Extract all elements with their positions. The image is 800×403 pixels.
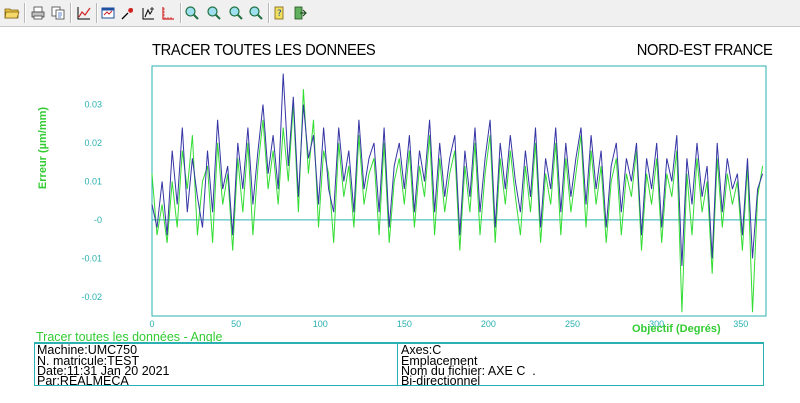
- serial-field: N. matricule:TEST: [37, 354, 140, 368]
- toolbar: ?: [0, 0, 800, 27]
- info-table: Machine:UMC750 N. matricule:TEST Date:11…: [34, 342, 764, 388]
- x-tick-label: 200: [481, 319, 496, 329]
- y-axis-label: Erreur (µm/mm): [37, 107, 49, 189]
- series-line-1: [151, 73, 764, 267]
- open-folder-icon[interactable]: [2, 3, 22, 23]
- x-tick-label: 300: [649, 319, 664, 329]
- x-tick-label: 350: [733, 319, 748, 329]
- y-tick-label: -0.02: [81, 292, 102, 302]
- y-tick-label: 0.02: [84, 138, 102, 148]
- series-group: [151, 73, 764, 313]
- y-tick-label: -0.01: [81, 253, 102, 263]
- axes-field: Axes:C: [401, 343, 442, 357]
- author-field: Par:REALMECA: [37, 374, 129, 388]
- graph-icon[interactable]: [74, 3, 94, 23]
- help-icon[interactable]: ?: [270, 3, 290, 23]
- x-axis-label: Objectif (Degrés): [632, 323, 721, 335]
- y-tick-label: -0: [94, 215, 102, 225]
- chart-title: TRACER TOUTES LES DONNEES: [152, 42, 376, 59]
- exit-icon[interactable]: [290, 3, 310, 23]
- cursor-icon[interactable]: [138, 3, 158, 23]
- y-ticks: 0.03 0.02 0.01 -0 -0.01 -0.02: [81, 99, 102, 301]
- x-tick-label: 50: [231, 319, 241, 329]
- zoom-out-icon[interactable]: [204, 3, 224, 23]
- x-tick-label: 0: [149, 319, 154, 329]
- marker-icon[interactable]: [118, 3, 138, 23]
- x-tick-label: 250: [565, 319, 580, 329]
- machine-field: Machine:UMC750: [37, 343, 138, 357]
- y-tick-label: 0.03: [84, 99, 102, 109]
- date-field: Date:11:31 Jan 20 2021: [37, 364, 170, 378]
- y-tick-label: 0.01: [84, 176, 102, 186]
- window-icon[interactable]: [98, 3, 118, 23]
- region-label: NORD-EST FRANCE: [636, 42, 772, 59]
- series-line-0: [151, 89, 764, 313]
- axis-icon[interactable]: [158, 3, 178, 23]
- mode-field: Bi-directionnel: [401, 374, 481, 388]
- filename-field: Nom du fichier: AXE C .: [401, 364, 536, 378]
- x-tick-label: 100: [313, 319, 328, 329]
- plot-frame: [151, 65, 767, 317]
- svg-text:?: ?: [277, 9, 282, 19]
- location-field: Emplacement: [401, 354, 478, 368]
- zoom-in-icon[interactable]: [182, 3, 202, 23]
- copy-icon[interactable]: [48, 3, 68, 23]
- x-ticks: 0 50 100 150 200 250 300 350: [149, 319, 748, 329]
- zoom-region-icon[interactable]: [226, 3, 246, 23]
- x-tick-label: 150: [397, 319, 412, 329]
- info-caption: Tracer toutes les données - Angle: [36, 330, 223, 344]
- zoom-fit-icon[interactable]: [246, 3, 266, 23]
- print-icon[interactable]: [28, 3, 48, 23]
